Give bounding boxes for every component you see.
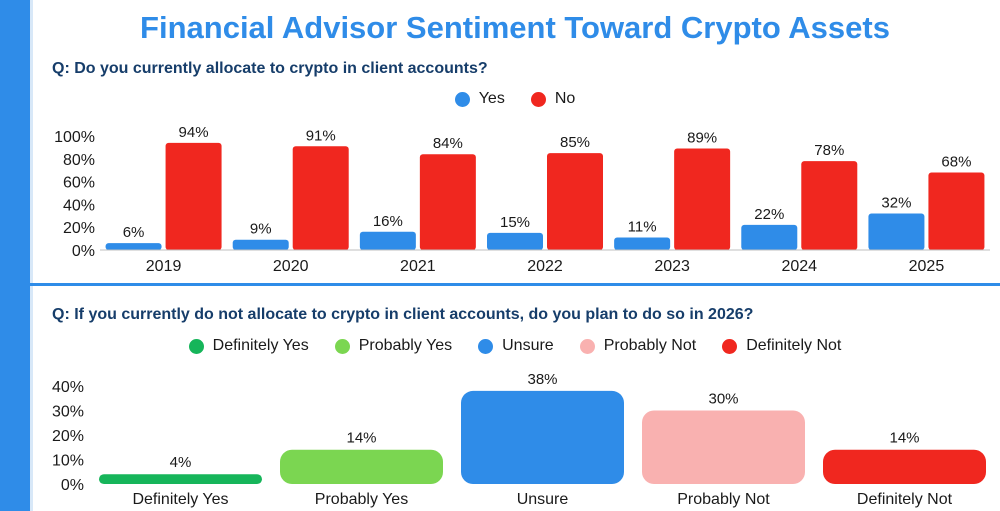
question-1: Q: Do you currently allocate to crypto i… — [52, 60, 488, 77]
legend-swatch-probably-yes — [334, 338, 350, 354]
x-tick-label-definitely-yes: Definitely Yes — [132, 491, 228, 508]
section-divider — [30, 283, 1000, 286]
data-label-yes-2024: 22% — [754, 206, 784, 223]
legend-1: Yes No — [30, 90, 1000, 108]
x-tick-label-2019: 2019 — [146, 258, 182, 275]
legend-label-no: No — [554, 90, 576, 107]
y-tick-label-2: 0% — [61, 477, 84, 494]
legend-item-yes: Yes — [454, 90, 505, 108]
legend-item-probably-not: Probably Not — [579, 337, 697, 355]
x-tick-label-probably-yes: Probably Yes — [315, 491, 408, 508]
bar-yes-2021 — [359, 231, 416, 250]
y-tick-label-2: 40% — [52, 379, 84, 396]
legend-label-probably-not: Probably Not — [603, 337, 697, 354]
legend-label-yes: Yes — [478, 90, 505, 107]
legend-swatch-yes — [454, 91, 470, 107]
bar-no-2023 — [674, 148, 731, 250]
y-tick-label-1: 60% — [63, 175, 95, 192]
data-label-no-2022: 85% — [560, 134, 590, 151]
legend-label-probably-yes: Probably Yes — [358, 337, 453, 354]
data-label-no-2025: 68% — [941, 153, 971, 170]
legend-label-definitely-yes: Definitely Yes — [212, 337, 309, 354]
bar-yes-2022 — [487, 232, 543, 250]
y-tick-label-1: 20% — [63, 220, 95, 237]
legend-label-unsure: Unsure — [502, 337, 554, 354]
legend-label-definitely-not: Definitely Not — [746, 337, 842, 354]
bar-yes-2023 — [614, 237, 671, 250]
bar-yes-2025 — [868, 213, 925, 250]
y-tick-label-2: 30% — [52, 404, 84, 421]
y-tick-label-2: 10% — [52, 453, 84, 470]
bar-no-2019 — [165, 142, 222, 250]
data-label-no-2021: 84% — [433, 135, 463, 152]
bar-no-2020 — [292, 146, 349, 250]
legend-item-probably-yes: Probably Yes — [334, 337, 453, 355]
x-tick-label-unsure: Unsure — [517, 491, 569, 508]
legend-swatch-definitely-not — [722, 338, 738, 354]
data-label-probably-yes: 14% — [346, 430, 376, 447]
data-label-yes-2021: 16% — [373, 213, 403, 230]
data-label-yes-2025: 32% — [881, 195, 911, 212]
data-label-unsure: 38% — [527, 371, 557, 388]
bar-probably-yes — [280, 449, 443, 484]
legend-item-definitely-yes: Definitely Yes — [188, 337, 309, 355]
x-tick-label-2025: 2025 — [909, 258, 945, 275]
data-label-yes-2023: 11% — [628, 218, 657, 235]
legend-item-no: No — [530, 90, 576, 108]
bar-definitely-not — [823, 449, 986, 484]
x-tick-label-probably-not: Probably Not — [677, 491, 770, 508]
legend-item-definitely-not: Definitely Not — [722, 337, 841, 355]
bar-probably-not — [642, 410, 805, 484]
y-tick-label-1: 0% — [72, 243, 95, 260]
data-label-no-2020: 91% — [306, 127, 336, 144]
legend-swatch-definitely-yes — [188, 338, 204, 354]
legend-swatch-no — [530, 91, 546, 107]
legend-swatch-probably-not — [579, 338, 595, 354]
bar-definitely-yes — [99, 474, 262, 484]
x-tick-label-2021: 2021 — [400, 258, 436, 275]
legend-item-unsure: Unsure — [478, 337, 554, 355]
data-label-no-2024: 78% — [814, 142, 844, 159]
data-label-yes-2022: 15% — [500, 214, 530, 231]
legend-swatch-unsure — [478, 338, 494, 354]
bar-unsure — [461, 390, 624, 484]
question-2: Q: If you currently do not allocate to c… — [52, 306, 754, 323]
bar-no-2022 — [547, 153, 603, 250]
left-accent-line — [30, 0, 33, 511]
data-label-definitely-not: 14% — [889, 430, 919, 447]
x-tick-label-2023: 2023 — [654, 258, 690, 275]
data-label-definitely-yes: 4% — [170, 454, 192, 471]
y-tick-label-1: 80% — [63, 152, 95, 169]
bar-yes-2019 — [105, 243, 162, 250]
x-tick-label-2020: 2020 — [273, 258, 309, 275]
bar-yes-2024 — [741, 224, 798, 250]
y-tick-label-2: 20% — [52, 428, 84, 445]
data-label-probably-not: 30% — [708, 391, 738, 408]
bar-yes-2020 — [232, 239, 289, 250]
legend-2: Definitely Yes Probably Yes Unsure Proba… — [30, 337, 1000, 355]
y-tick-label-1: 40% — [63, 197, 95, 214]
x-tick-label-2022: 2022 — [527, 258, 563, 275]
data-label-no-2019: 94% — [179, 124, 209, 141]
left-accent-bar — [0, 0, 30, 511]
x-tick-label-2024: 2024 — [781, 258, 817, 275]
x-tick-label-definitely-not: Definitely Not — [857, 491, 953, 508]
bar-no-2021 — [419, 154, 476, 250]
y-tick-label-1: 100% — [54, 129, 95, 146]
data-label-yes-2020: 9% — [250, 221, 272, 238]
data-label-yes-2019: 6% — [123, 224, 145, 241]
chart-title: Financial Advisor Sentiment Toward Crypt… — [140, 10, 890, 45]
data-label-no-2023: 89% — [687, 130, 717, 147]
bar-no-2025 — [928, 172, 985, 250]
bar-no-2024 — [801, 161, 858, 250]
